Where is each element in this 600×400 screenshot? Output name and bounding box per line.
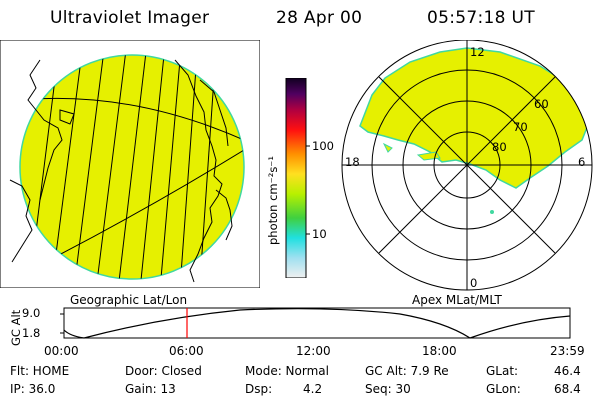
mlat-label-60: 60 [534,97,549,111]
status-glat-value: 46.4 [554,364,581,378]
instrument-title: Ultraviolet Imager [50,8,210,28]
image-date: 28 Apr 00 [276,8,363,28]
status-gain: Gain: 13 [125,382,176,396]
status-ip: IP: 36.0 [10,382,56,396]
mlat-label-70: 70 [513,120,528,134]
polar-aurora-region [359,47,591,189]
polar-panel-caption: Apex MLat/MLT [412,293,502,307]
status-flt: Flt: HOME [10,364,70,378]
geographic-map [0,40,260,288]
mlt-label-18: 18 [345,155,360,169]
colorbar-tick-100: 100 [312,139,334,153]
mlat-label-80: 80 [492,140,507,154]
status-glon-value: 68.4 [554,382,581,396]
status-mode: Mode: Normal [245,364,329,378]
status-glat-label: GLat: [486,364,519,378]
status-dsp-value: 4.2 [303,382,323,396]
status-glon-label: GLon: [486,382,521,396]
altitude-xtick-2359: 23:59 [550,344,585,358]
polar-mlat-mlt-plot [341,40,593,291]
altitude-xtick-0000: 00:00 [44,344,79,358]
altitude-curve [63,308,571,339]
mlt-label-0: 0 [470,276,478,290]
coastline [9,59,233,283]
geo-panel-caption: Geographic Lat/Lon [70,293,188,307]
altitude-xtick-1200: 12:00 [296,344,331,358]
altitude-ytick-low: 1.8 [22,326,41,340]
status-seq: Seq: 30 [365,382,411,396]
intensity-colorbar [285,78,310,278]
altitude-xtick-1800: 18:00 [422,344,457,358]
polar-grid [341,40,593,291]
mlt-label-12: 12 [470,45,485,59]
image-time: 05:57:18 UT [427,8,535,28]
mlt-label-6: 6 [578,155,586,169]
altitude-ylabel: GC Alt [9,309,23,346]
status-gc-alt: GC Alt: 7.9 Re [365,364,449,378]
altitude-xtick-0600: 06:00 [169,344,204,358]
altitude-ytick-high: 9.0 [22,306,41,320]
altitude-plot [60,307,571,339]
colorbar-units: photon cm⁻²s⁻¹ [266,156,280,245]
status-door: Door: Closed [125,364,202,378]
colorbar-tick-10: 10 [312,227,327,241]
status-dsp-label: Dsp: [245,382,273,396]
